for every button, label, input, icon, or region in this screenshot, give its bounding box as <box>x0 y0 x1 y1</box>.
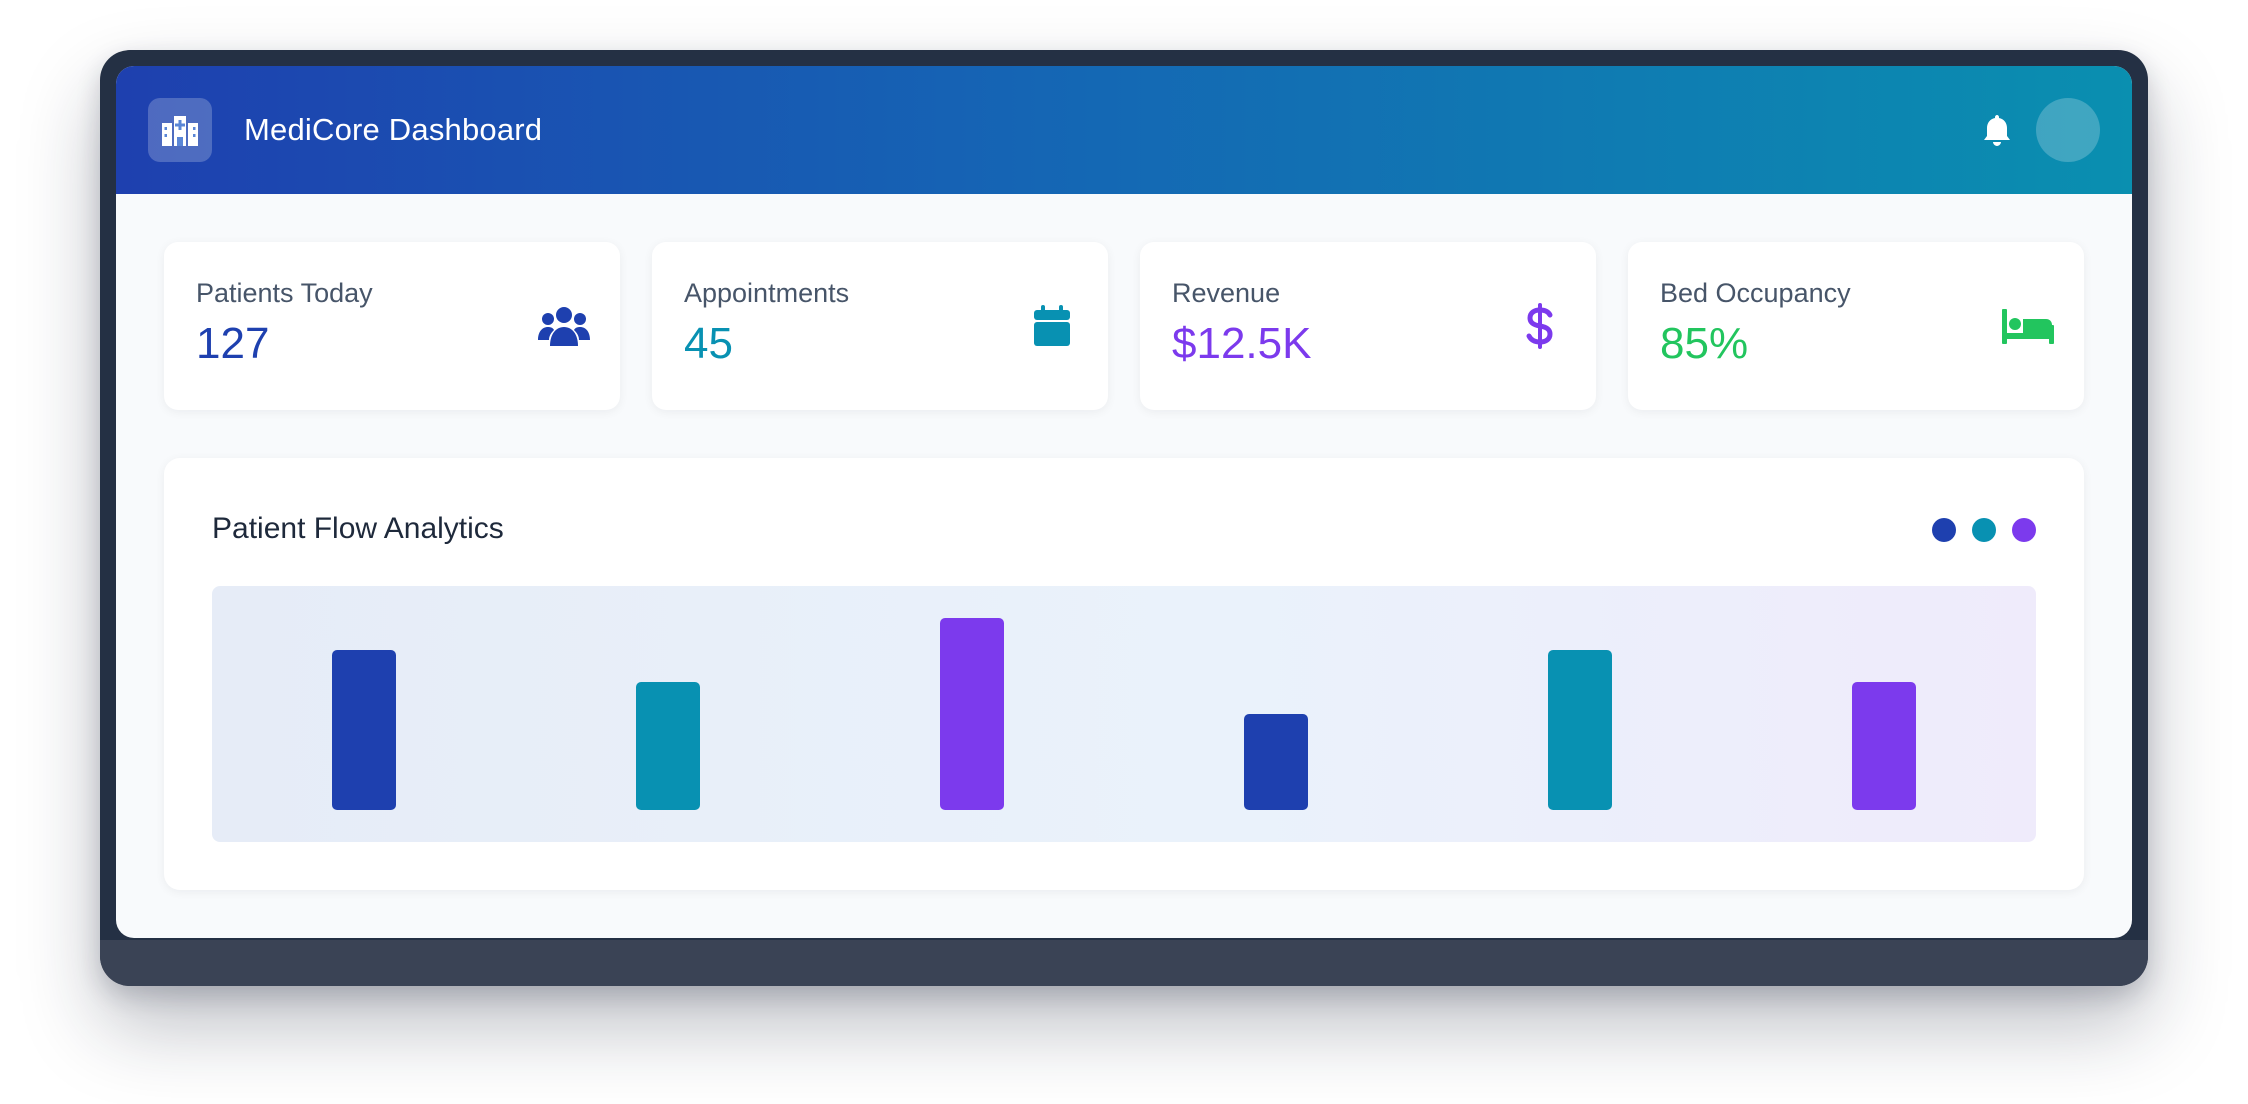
chart-bar-1 <box>332 650 396 810</box>
bed-icon <box>2002 302 2054 350</box>
calendar-icon <box>1026 302 1078 350</box>
stat-value: 45 <box>684 319 733 368</box>
chart-bar-4 <box>1244 714 1308 810</box>
bell-icon[interactable] <box>1980 113 2014 147</box>
stats-row: Patients Today 127 Appointments 45 <box>164 242 2084 410</box>
stat-card-revenue[interactable]: Revenue $12.5K <box>1140 242 1596 410</box>
laptop-base <box>100 940 2148 986</box>
stat-label: Patients Today <box>196 278 373 308</box>
laptop-frame: MediCore Dashboard Patients Today 127 <box>100 50 2148 986</box>
avatar[interactable] <box>2036 98 2100 162</box>
legend-dot <box>1932 518 1956 542</box>
chart-bar-6 <box>1852 682 1916 810</box>
stat-card-bed-occupancy[interactable]: Bed Occupancy 85% <box>1628 242 2084 410</box>
patient-flow-card: Patient Flow Analytics <box>164 458 2084 890</box>
dollar-icon <box>1514 302 1566 350</box>
header-actions <box>1980 98 2100 162</box>
app-header: MediCore Dashboard <box>116 66 2132 194</box>
stat-label: Bed Occupancy <box>1660 278 1851 308</box>
chart-plot-area <box>212 586 2036 842</box>
app-title: MediCore Dashboard <box>244 112 543 147</box>
stat-card-patients[interactable]: Patients Today 127 <box>164 242 620 410</box>
chart-title: Patient Flow Analytics <box>212 512 504 545</box>
users-icon <box>538 302 590 350</box>
stat-label: Appointments <box>684 278 850 308</box>
chart-bar-2 <box>636 682 700 810</box>
hospital-icon[interactable] <box>148 98 212 162</box>
legend-dot <box>1972 518 1996 542</box>
dashboard-screen: MediCore Dashboard Patients Today 127 <box>116 66 2132 938</box>
bar-chart <box>332 618 1916 810</box>
chart-bar-5 <box>1548 650 1612 810</box>
stat-value: 85% <box>1660 319 1749 368</box>
chart-legend <box>1932 518 2036 542</box>
stat-card-appointments[interactable]: Appointments 45 <box>652 242 1108 410</box>
stat-value: $12.5K <box>1172 319 1312 368</box>
legend-dot <box>2012 518 2036 542</box>
stat-label: Revenue <box>1172 278 1281 308</box>
chart-bar-3 <box>940 618 1004 810</box>
stat-value: 127 <box>196 319 270 368</box>
